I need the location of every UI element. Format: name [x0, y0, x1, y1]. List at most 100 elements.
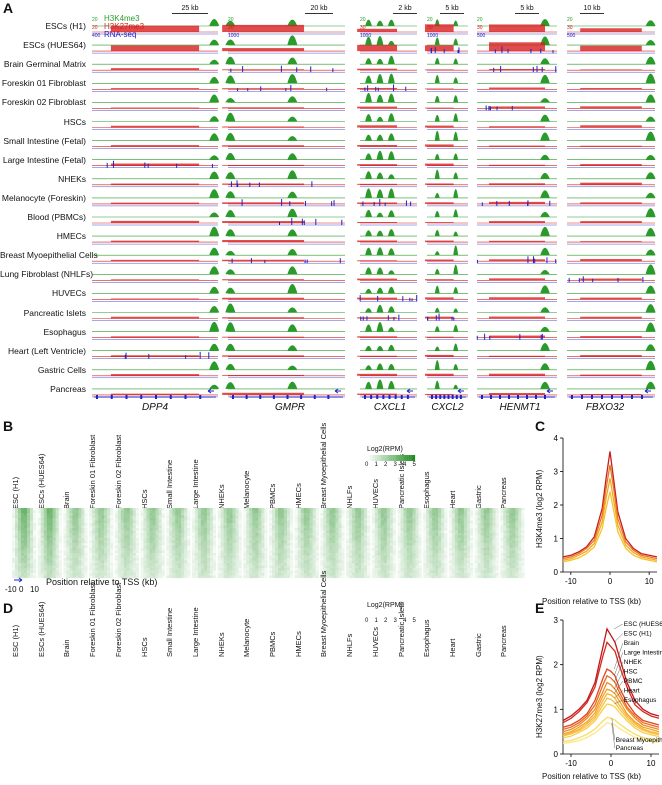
h3k4me3-heatmap-cell [161, 538, 165, 541]
h3k4me3-heatmap-cell [27, 510, 31, 514]
h3k4me3-heatmap-cell [21, 575, 25, 579]
h3k4me3-heatmap-cell [149, 530, 153, 534]
h3k4me3-heatmap-cell [187, 530, 191, 534]
h3k4me3-heatmap-cell [149, 550, 153, 554]
h3k4me3-heatmap-cell [84, 533, 88, 536]
h3k27me3-signal [357, 87, 398, 90]
h3k4me3-heatmap-cell [152, 520, 156, 524]
h3k4me3-heatmap-cell [92, 545, 96, 549]
h3k4me3-peak [287, 324, 298, 332]
h3k4me3-heatmap-cell [30, 548, 34, 551]
h3k4me3-heatmap-cell [63, 530, 67, 534]
h3k4me3-heatmap-cell [129, 523, 133, 526]
h3k4me3-heatmap-cell [194, 510, 199, 514]
h3k4me3-heatmap-cell [98, 538, 102, 541]
h3k4me3-heatmap-cell [143, 558, 147, 561]
h3k27me3-signal [110, 259, 200, 262]
h3k4me3-heatmap-cell [123, 540, 127, 544]
h3k4me3-heatmap-cell [81, 528, 85, 531]
h3k4me3-heatmap-cell [129, 540, 133, 544]
h3k4me3-heatmap-cell [95, 550, 99, 554]
h3k4me3-heatmap-cell [143, 515, 147, 519]
h3k4me3-peak [365, 171, 372, 179]
h3k4me3-heatmap-cell [184, 545, 188, 549]
h3k4me3-heatmap-cell [143, 538, 147, 541]
h3k4me3-heatmap-cell [15, 543, 19, 546]
h3k4me3-heatmap-cell [161, 528, 165, 531]
h3k4me3-heatmap-cell [69, 530, 73, 534]
h3k4me3-heatmap-cell [155, 518, 159, 521]
h3k4me3-heatmap-cell [181, 543, 185, 546]
h3k4me3-heatmap-cell [78, 515, 82, 519]
h3k4me3-heatmap-cell [135, 548, 139, 551]
h3k4me3-heatmap-cell [12, 575, 16, 579]
h3k4me3-heatmap-cell [184, 528, 188, 531]
h3k4me3-heatmap-cell [101, 550, 105, 554]
h3k4me3-heatmap-cell [49, 563, 53, 566]
h3k4me3-heatmap-cell [24, 563, 28, 566]
h3k4me3-heatmap-cell [37, 540, 41, 544]
h3k4me3-heatmap-cell [123, 543, 127, 546]
h3k4me3-heatmap-cell [175, 545, 179, 549]
h3k4me3-heatmap-cell [30, 573, 34, 576]
h3k4me3-heatmap-cell [81, 570, 85, 574]
h3k4me3-heatmap-cell [95, 540, 99, 544]
sample-label: Brain Germinal Matrix [0, 59, 86, 69]
h3k4me3-heatmap-cell [146, 528, 150, 531]
h3k4me3-heatmap-cell [52, 518, 56, 521]
h3k4me3-heatmap-cell [206, 515, 211, 519]
h3k4me3-heatmap-cell [206, 520, 211, 524]
h3k4me3-peak [376, 116, 384, 122]
h3k4me3-heatmap-cell [158, 530, 162, 534]
h3k4me3-heatmap-cell [166, 508, 170, 511]
h3k4me3-heatmap-cell [200, 573, 205, 576]
h3k4me3-heatmap-cell [12, 560, 16, 564]
h3k4me3-heatmap-cell [37, 543, 41, 546]
h3k4me3-heatmap-cell [200, 528, 205, 531]
h3k4me3-heatmap-cell [181, 523, 185, 526]
h3k4me3-heatmap-cell [184, 508, 188, 511]
h3k27me3-signal [357, 68, 398, 71]
h3k4me3-heatmap-cell [24, 550, 28, 554]
h3k4me3-heatmap-cell [194, 575, 199, 579]
h3k4me3-heatmap-cell [30, 560, 34, 564]
h3k4me3-heatmap-cell [37, 510, 41, 514]
h3k4me3-heatmap-cell [178, 533, 182, 536]
h3k4me3-heatmap-cell [169, 510, 173, 514]
h3k4me3-heatmap-cell [89, 548, 93, 551]
h3k4me3-heatmap-cell [27, 540, 31, 544]
h3k4me3-heatmap-cell [81, 550, 85, 554]
h3k4me3-heatmap-cell [78, 565, 82, 569]
h3k4me3-heatmap-cell [24, 523, 28, 526]
h3k4me3-heatmap-cell [84, 553, 88, 556]
h3k4me3-heatmap-cell [110, 518, 114, 521]
h3k4me3-heatmap-cell [52, 510, 56, 514]
sample-label: Pancreatic Islets [0, 308, 86, 318]
sample-label: HSCs [0, 117, 86, 127]
h3k4me3-heatmap-cell [46, 548, 50, 551]
h3k4me3-heatmap-cell [52, 555, 56, 559]
h3k4me3-heatmap-cell [120, 530, 124, 534]
h3k4me3-heatmap-cell [132, 563, 136, 566]
h3k27me3-signal [357, 164, 398, 166]
h3k4me3-heatmap-cell [33, 533, 37, 536]
h3k4me3-heatmap-cell [69, 538, 73, 541]
h3k4me3-heatmap-cell [117, 518, 121, 521]
h3k4me3-heatmap-cell [181, 510, 185, 514]
h3k4me3-heatmap-cell [58, 570, 62, 574]
h3k4me3-heatmap-cell [95, 515, 99, 519]
h3k4me3-heatmap-cell [187, 568, 191, 571]
h3k4me3-heatmap-cell [132, 538, 136, 541]
h3k4me3-heatmap-cell [132, 543, 136, 546]
h3k4me3-heatmap-cell [95, 545, 99, 549]
h3k4me3-heatmap-cell [89, 570, 93, 574]
h3k4me3-heatmap-cell [89, 508, 93, 511]
h3k4me3-heatmap-cell [52, 553, 56, 556]
h3k4me3-heatmap-cell [52, 563, 56, 566]
h3k4me3-heatmap-cell [43, 523, 47, 526]
h3k4me3-heatmap-cell [146, 548, 150, 551]
h3k4me3-heatmap-cell [46, 543, 50, 546]
h3k4me3-heatmap-cell [158, 555, 162, 559]
h3k4me3-heatmap-cell [126, 558, 130, 561]
h3k4me3-heatmap-cell [66, 560, 70, 564]
